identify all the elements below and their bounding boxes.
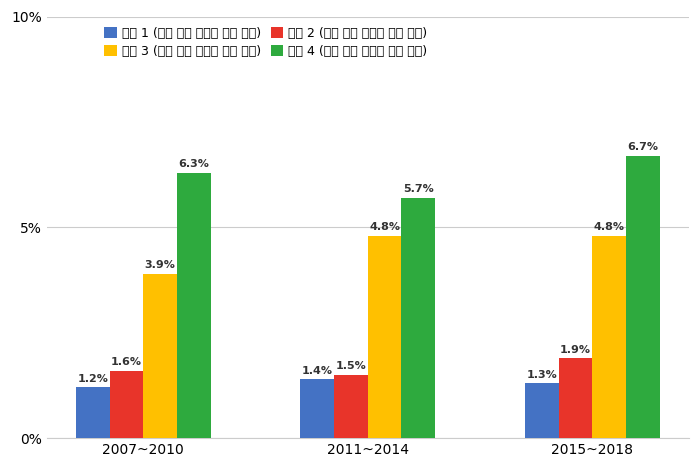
- Text: 1.6%: 1.6%: [111, 357, 142, 367]
- Bar: [592, 236, 626, 438]
- Text: 5.7%: 5.7%: [403, 184, 434, 194]
- Bar: [110, 371, 144, 438]
- Bar: [144, 274, 177, 438]
- Bar: [368, 236, 402, 438]
- Text: 1.5%: 1.5%: [335, 361, 366, 372]
- Text: 3.9%: 3.9%: [145, 260, 176, 271]
- Text: 4.8%: 4.8%: [369, 222, 400, 233]
- Legend: 집단 1 (높은 교육 수준과 높은 소득), 집단 3 (낮은 교육 수준과 높은 소득), 집단 2 (높은 교육 수준과 낮은 소득), 집단 4 (낮은: 집단 1 (높은 교육 수준과 높은 소득), 집단 3 (낮은 교육 수준과 …: [104, 27, 428, 58]
- Bar: [559, 358, 592, 438]
- Bar: [334, 375, 368, 438]
- Text: 1.4%: 1.4%: [302, 366, 332, 376]
- Text: 6.7%: 6.7%: [627, 142, 659, 152]
- Text: 4.8%: 4.8%: [594, 222, 624, 233]
- Bar: [525, 383, 559, 438]
- Bar: [300, 379, 334, 438]
- Bar: [177, 173, 211, 438]
- Text: 1.3%: 1.3%: [526, 370, 557, 380]
- Text: 1.2%: 1.2%: [77, 374, 108, 384]
- Text: 1.9%: 1.9%: [560, 344, 591, 355]
- Text: 6.3%: 6.3%: [178, 159, 209, 169]
- Bar: [76, 388, 110, 438]
- Bar: [402, 198, 435, 438]
- Bar: [626, 156, 659, 438]
